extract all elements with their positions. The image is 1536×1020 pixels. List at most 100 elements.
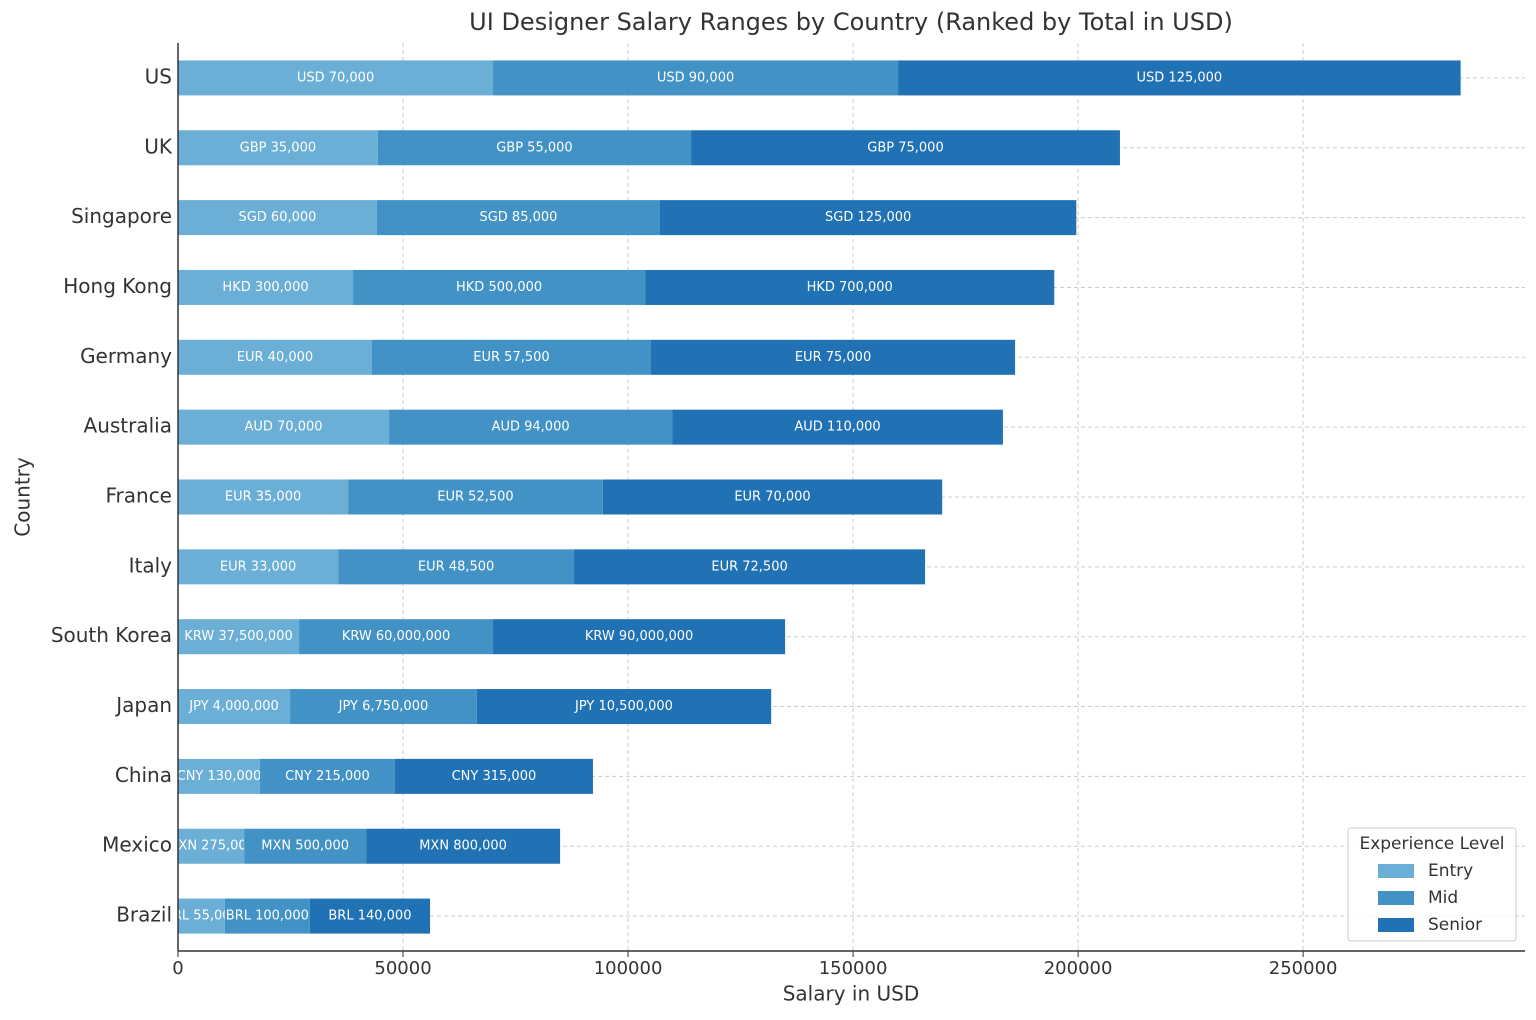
y-tick-label: Hong Kong [63, 274, 172, 298]
value-label: MXN 500,000 [261, 839, 349, 854]
bars: USD 70,000 USD 90,000 USD 125,000 GBP 35,00… [164, 60, 1461, 934]
y-tick-label: France [105, 484, 172, 508]
bar-segment [178, 758, 260, 794]
y-tick-label: Mexico [102, 833, 172, 857]
bar-segment [377, 130, 692, 166]
bar-segment [651, 339, 1016, 375]
bar-segment [394, 758, 593, 794]
bar-segment [178, 689, 291, 725]
bar-segment [244, 828, 367, 864]
y-tick-label: Brazil [116, 903, 172, 927]
bar-segment [178, 549, 339, 585]
value-label: USD 70,000 [297, 70, 374, 85]
y-tick-label: Japan [114, 693, 172, 717]
bar-segment [376, 200, 661, 236]
bar-segment [366, 828, 561, 864]
bar-segment [309, 898, 431, 934]
x-tick-label: 200000 [1044, 958, 1113, 979]
value-label: EUR 35,000 [225, 490, 301, 505]
bar-segment [338, 549, 575, 585]
value-label: GBP 55,000 [496, 140, 572, 155]
value-label: EUR 57,500 [473, 350, 549, 365]
legend-title: Experience Level [1359, 834, 1504, 854]
value-label: EUR 33,000 [220, 559, 296, 574]
legend-swatch [1378, 918, 1414, 932]
bar-segment [898, 60, 1461, 96]
x-tick-label: 250000 [1269, 958, 1338, 979]
value-label: EUR 48,500 [418, 559, 494, 574]
chart-title: UI Designer Salary Ranges by Country (Ra… [469, 8, 1233, 36]
bar-segment [259, 758, 395, 794]
legend-label: Entry [1428, 861, 1473, 881]
value-label: MXN 800,000 [419, 839, 507, 854]
bar-segment [178, 200, 377, 236]
legend-label: Senior [1428, 915, 1482, 935]
y-tick-label: China [115, 763, 172, 787]
value-label: EUR 70,000 [734, 490, 810, 505]
value-label: EUR 52,500 [437, 490, 513, 505]
legend-label: Mid [1428, 888, 1458, 908]
value-label: EUR 75,000 [795, 350, 871, 365]
bar-segment [224, 898, 310, 934]
bar-segment [672, 409, 1003, 445]
legend-box [1347, 827, 1517, 942]
value-label: BRL 140,000 [328, 909, 411, 924]
bar-segment [178, 130, 378, 166]
value-label: JPY 6,750,000 [338, 699, 429, 714]
bar-segment [389, 409, 673, 445]
bar-segment [493, 619, 786, 655]
legend-swatch [1378, 891, 1414, 905]
value-label: USD 90,000 [657, 70, 734, 85]
value-label: AUD 110,000 [794, 420, 880, 435]
value-label: AUD 94,000 [492, 420, 570, 435]
y-tick-label: South Korea [51, 623, 172, 647]
bar-segment [493, 60, 899, 96]
y-tick-label: Australia [84, 414, 172, 438]
x-tick-label: 0 [172, 958, 183, 979]
bar-segment [178, 619, 300, 655]
bar-segment [178, 479, 349, 515]
value-label: KRW 60,000,000 [342, 629, 450, 644]
y-tick-label: UK [144, 134, 173, 158]
bar-segment [602, 479, 943, 515]
value-label: BRL 55,000 [164, 909, 239, 924]
bar-segment [178, 269, 354, 305]
value-label: JPY 4,000,000 [188, 699, 279, 714]
value-label: BRL 100,000 [226, 909, 309, 924]
x-tick-label: 150000 [819, 958, 888, 979]
value-label: EUR 72,500 [711, 559, 787, 574]
value-label: JPY 10,500,000 [574, 699, 673, 714]
value-label: MXN 275,000 [167, 839, 255, 854]
value-label: CNY 215,000 [285, 769, 370, 784]
bar-segment [660, 200, 1077, 236]
y-tick-label: US [145, 64, 172, 88]
value-label: SGD 60,000 [238, 210, 316, 225]
bar-segment [371, 339, 652, 375]
value-label: AUD 70,000 [245, 420, 323, 435]
bar-segment [691, 130, 1120, 166]
value-label: HKD 700,000 [807, 280, 893, 295]
value-label: HKD 500,000 [456, 280, 542, 295]
value-label: KRW 37,500,000 [184, 629, 292, 644]
value-label: CNY 315,000 [452, 769, 537, 784]
bar-segment [299, 619, 494, 655]
bar-segment [574, 549, 926, 585]
bar-segment [353, 269, 646, 305]
bar-segment [178, 898, 225, 934]
bar-segment [178, 339, 372, 375]
y-tick-label: Germany [80, 344, 172, 368]
x-tick-label: 50000 [374, 958, 431, 979]
value-label: SGD 125,000 [825, 210, 911, 225]
value-label: HKD 300,000 [222, 280, 308, 295]
bar-segment [348, 479, 603, 515]
value-label: GBP 75,000 [867, 140, 943, 155]
x-tick-label: 100000 [594, 958, 663, 979]
bar-segment [476, 689, 772, 725]
value-label: SGD 85,000 [479, 210, 557, 225]
value-label: EUR 40,000 [237, 350, 313, 365]
value-label: GBP 35,000 [240, 140, 316, 155]
bar-segment [178, 60, 494, 96]
legend-swatch [1378, 864, 1414, 878]
bar-segment [645, 269, 1055, 305]
